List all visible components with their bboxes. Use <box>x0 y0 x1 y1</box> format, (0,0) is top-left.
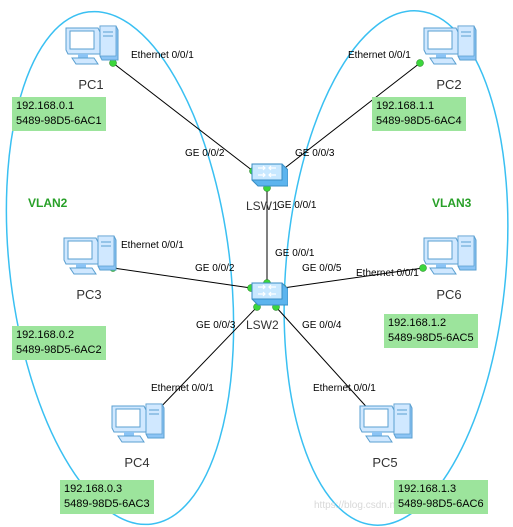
vlan3-label: VLAN3 <box>432 196 471 210</box>
port-label: Ethernet 0/0/1 <box>131 50 194 61</box>
pc1-info: 192.168.0.15489-98D5-6AC1 <box>12 97 106 131</box>
pc3-info: 192.168.0.25489-98D5-6AC2 <box>12 326 106 360</box>
pc4: PC4 <box>108 398 166 470</box>
pc5: PC5 <box>356 398 414 470</box>
port-label: GE 0/0/1 <box>275 248 314 259</box>
pc5-info: 192.168.1.35489-98D5-6AC6 <box>394 480 488 514</box>
port-label: Ethernet 0/0/1 <box>121 240 184 251</box>
port-label: Ethernet 0/0/1 <box>313 383 376 394</box>
switch-lsw2: LSW2 <box>246 275 288 332</box>
pc2-label: PC2 <box>420 77 478 92</box>
pc1: PC1 <box>62 20 120 92</box>
pc2: PC2 <box>420 20 478 92</box>
vlan2-label: VLAN2 <box>28 196 67 210</box>
port-label: GE 0/0/2 <box>185 148 224 159</box>
port-label: GE 0/0/5 <box>302 263 341 274</box>
pc1-label: PC1 <box>62 77 120 92</box>
pc6-label: PC6 <box>420 287 478 302</box>
pc6: PC6 <box>420 230 478 302</box>
lsw2-label: LSW2 <box>246 318 288 332</box>
pc3: PC3 <box>60 230 118 302</box>
port-label: Ethernet 0/0/1 <box>151 383 214 394</box>
pc4-label: PC4 <box>108 455 166 470</box>
port-label: GE 0/0/1 <box>277 200 316 211</box>
port-label: Ethernet 0/0/1 <box>356 268 419 279</box>
pc4-info: 192.168.0.35489-98D5-6AC3 <box>60 480 154 514</box>
pc6-info: 192.168.1.25489-98D5-6AC5 <box>384 314 478 348</box>
pc2-info: 192.168.1.15489-98D5-6AC4 <box>372 97 466 131</box>
port-label: Ethernet 0/0/1 <box>348 50 411 61</box>
port-label: GE 0/0/3 <box>196 320 235 331</box>
pc3-label: PC3 <box>60 287 118 302</box>
port-label: GE 0/0/2 <box>195 263 234 274</box>
port-label: GE 0/0/3 <box>295 148 334 159</box>
port-label: GE 0/0/4 <box>302 320 341 331</box>
pc5-label: PC5 <box>356 455 414 470</box>
